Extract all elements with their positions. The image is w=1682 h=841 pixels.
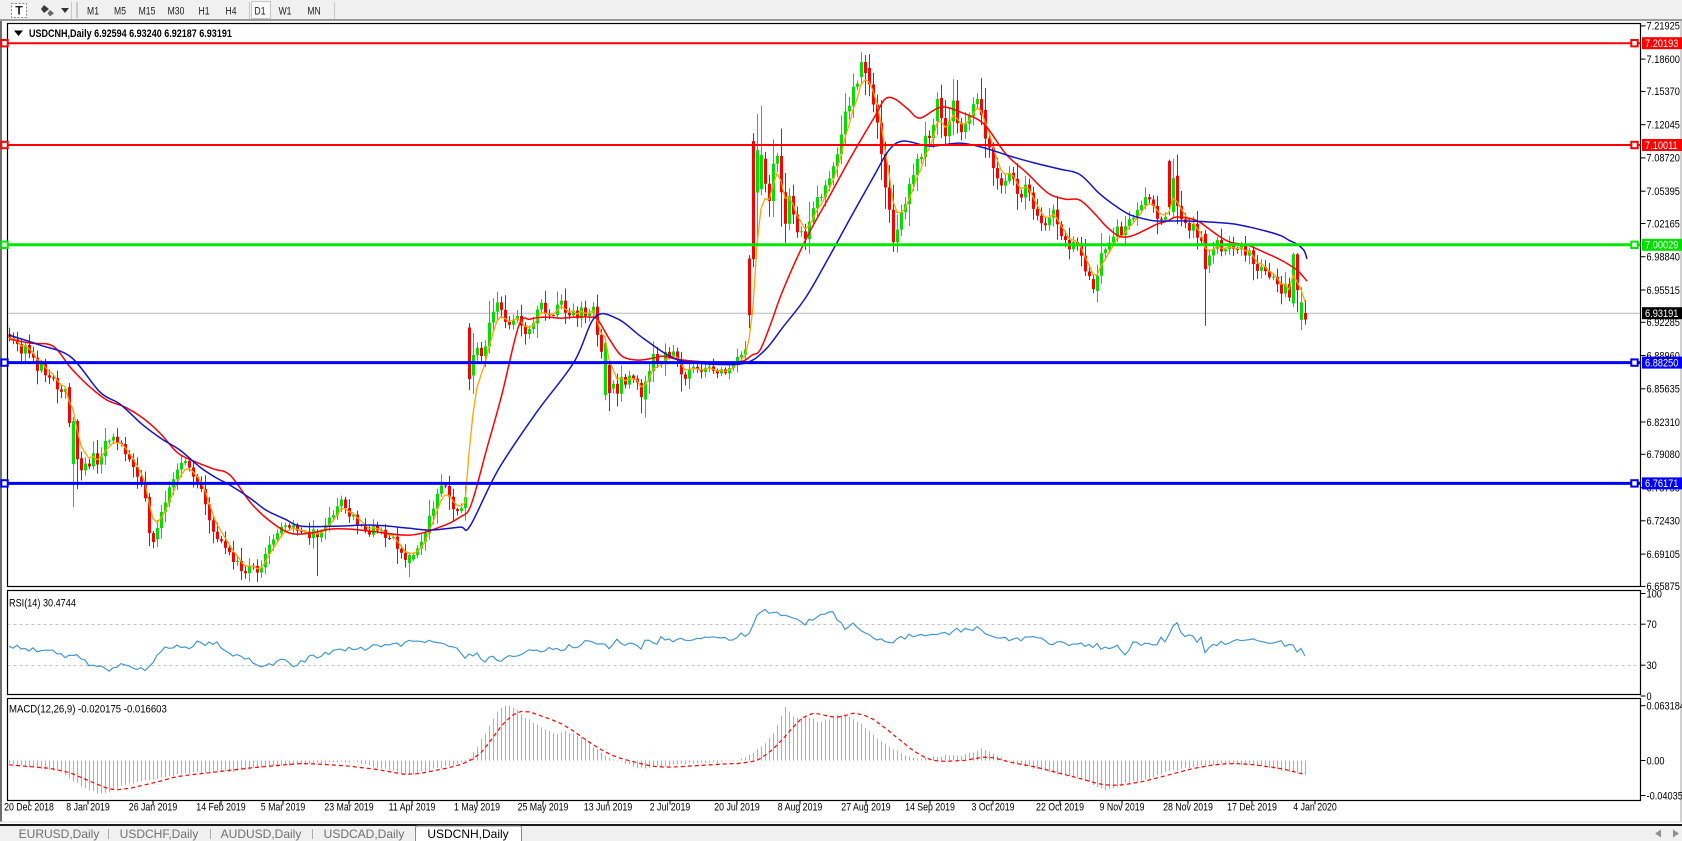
svg-text:30: 30 [1647, 660, 1658, 672]
svg-text:25 May 2019: 25 May 2019 [518, 802, 569, 814]
svg-text:13 Jun 2019: 13 Jun 2019 [584, 802, 633, 814]
svg-text:D1: D1 [255, 6, 266, 18]
svg-text:4 Jan 2020: 4 Jan 2020 [1293, 802, 1337, 814]
svg-text:M1: M1 [87, 6, 99, 18]
svg-text:17 Dec 2019: 17 Dec 2019 [1227, 802, 1277, 814]
svg-text:6.92285: 6.92285 [1647, 317, 1681, 329]
svg-text:0.00: 0.00 [1647, 756, 1665, 768]
svg-text:23 Mar 2019: 23 Mar 2019 [324, 802, 374, 814]
svg-text:7.21925: 7.21925 [1647, 21, 1681, 33]
svg-text:8 Jan 2019: 8 Jan 2019 [66, 802, 110, 814]
svg-text:-0.040355: -0.040355 [1647, 791, 1682, 803]
svg-text:7.18600: 7.18600 [1647, 54, 1681, 66]
svg-text:28 Nov 2019: 28 Nov 2019 [1163, 802, 1213, 814]
svg-text:M30: M30 [168, 6, 185, 18]
svg-text:USDCAD,Daily: USDCAD,Daily [324, 827, 405, 841]
svg-text:22 Oct 2019: 22 Oct 2019 [1036, 802, 1084, 814]
svg-text:7.05395: 7.05395 [1647, 186, 1681, 198]
svg-text:14 Feb 2019: 14 Feb 2019 [196, 802, 246, 814]
svg-text:2 Jul 2019: 2 Jul 2019 [650, 802, 691, 814]
svg-text:M5: M5 [114, 6, 126, 18]
svg-text:6.72430: 6.72430 [1647, 516, 1681, 528]
svg-text:7.02165: 7.02165 [1647, 219, 1681, 231]
svg-text:USDCHF,Daily: USDCHF,Daily [120, 827, 199, 841]
svg-text:RSI(14) 30.4744: RSI(14) 30.4744 [9, 598, 76, 610]
svg-text:M15: M15 [139, 6, 156, 18]
svg-text:MACD(12,26,9) -0.020175 -0.016: MACD(12,26,9) -0.020175 -0.016603 [9, 704, 167, 716]
svg-text:EURUSD,Daily: EURUSD,Daily [19, 827, 100, 841]
svg-text:6.98840: 6.98840 [1647, 252, 1681, 264]
svg-text:9 Nov 2019: 9 Nov 2019 [1100, 802, 1145, 814]
svg-text:7.20193: 7.20193 [1645, 38, 1679, 50]
svg-text:6.65875: 6.65875 [1647, 582, 1681, 594]
svg-text:AUDUSD,Daily: AUDUSD,Daily [221, 827, 302, 841]
svg-text:6.85635: 6.85635 [1647, 384, 1681, 396]
svg-text:6.88250: 6.88250 [1645, 358, 1679, 370]
svg-text:6.93191: 6.93191 [1645, 308, 1679, 320]
svg-text:5 Mar 2019: 5 Mar 2019 [261, 802, 306, 814]
svg-text:0.063184: 0.063184 [1647, 701, 1682, 713]
svg-text:6.76171: 6.76171 [1645, 479, 1679, 491]
svg-text:USDCNH,Daily 6.92594 6.93240: USDCNH,Daily 6.92594 6.93240 6.92187 6.9… [29, 28, 232, 40]
svg-text:T: T [15, 4, 23, 18]
svg-text:W1: W1 [279, 6, 292, 18]
svg-text:7.00029: 7.00029 [1645, 240, 1679, 252]
svg-text:H4: H4 [226, 6, 237, 18]
svg-text:11 Apr 2019: 11 Apr 2019 [389, 802, 436, 814]
svg-text:7.08720: 7.08720 [1647, 153, 1681, 165]
svg-text:3 Oct 2019: 3 Oct 2019 [971, 802, 1014, 814]
svg-text:100: 100 [1647, 589, 1663, 601]
svg-text:14 Sep 2019: 14 Sep 2019 [905, 802, 955, 814]
svg-text:20 Dec 2018: 20 Dec 2018 [4, 802, 54, 814]
svg-text:20 Jul 2019: 20 Jul 2019 [714, 802, 760, 814]
svg-text:1 May 2019: 1 May 2019 [454, 802, 500, 814]
svg-text:6.88960: 6.88960 [1647, 351, 1681, 363]
svg-text:6.95515: 6.95515 [1647, 285, 1681, 297]
svg-text:0: 0 [1647, 691, 1652, 703]
svg-text:27 Aug 2019: 27 Aug 2019 [841, 802, 891, 814]
svg-text:8 Aug 2019: 8 Aug 2019 [778, 802, 823, 814]
svg-text:MN: MN [307, 6, 320, 18]
svg-text:6.79080: 6.79080 [1647, 449, 1681, 461]
svg-text:7.12045: 7.12045 [1647, 120, 1681, 132]
svg-text:H1: H1 [199, 6, 210, 18]
svg-text:7.15370: 7.15370 [1647, 87, 1681, 99]
svg-text:6.69105: 6.69105 [1647, 549, 1681, 561]
svg-text:USDCNH,Daily: USDCNH,Daily [427, 827, 508, 841]
svg-text:26 Jan 2019: 26 Jan 2019 [129, 802, 178, 814]
svg-text:6.82310: 6.82310 [1647, 417, 1681, 429]
svg-text:7.10011: 7.10011 [1645, 140, 1678, 152]
svg-text:70: 70 [1647, 619, 1658, 631]
